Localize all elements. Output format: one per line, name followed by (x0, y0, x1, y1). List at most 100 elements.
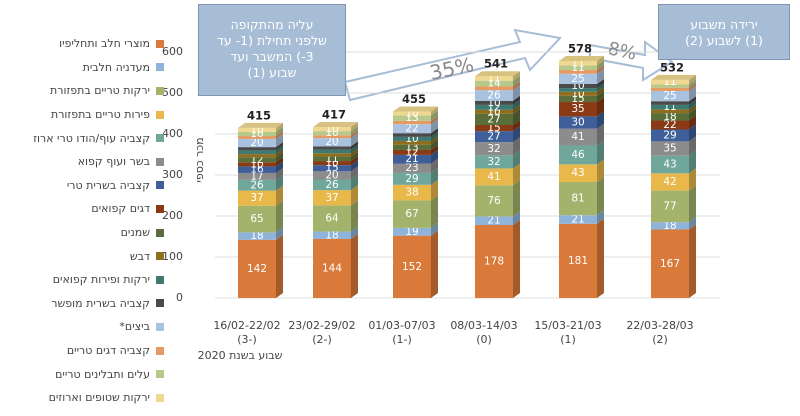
bar-segment (313, 156, 351, 162)
bar-side (276, 174, 283, 191)
legend-swatch (156, 39, 164, 48)
value-label: 20 (250, 137, 263, 149)
bar-segment (651, 79, 689, 85)
bar-segment (559, 128, 597, 146)
bar-side (689, 99, 696, 110)
bar-segment (475, 80, 513, 87)
bar-side (689, 82, 696, 91)
bar-segment (238, 154, 276, 158)
bar-segment (393, 200, 431, 228)
bar-segment (313, 127, 351, 132)
legend-item: ירקות שטופים וארוזים (0, 386, 168, 410)
bar-segment (393, 144, 431, 150)
bar-side (351, 133, 358, 147)
bar-segment (313, 190, 351, 206)
bar-side (689, 150, 696, 174)
value-label: 67 (405, 208, 418, 220)
bar-segment (238, 172, 276, 180)
legend-swatch (156, 86, 164, 95)
bar-side (431, 110, 438, 121)
bar-side (431, 115, 438, 125)
bar-side (597, 68, 604, 84)
bar-side (431, 195, 438, 228)
legend-label: מעדניה חלבית (82, 60, 150, 74)
bar-side (276, 234, 283, 298)
bar-segment (238, 136, 276, 139)
legend-item: קצביה עוף/הודו טרי ארוז (0, 126, 168, 150)
bar-side (351, 151, 358, 162)
value-label: 21 (571, 213, 584, 225)
bar-side (351, 141, 358, 150)
bar-segment (393, 111, 431, 116)
bar-top (651, 74, 696, 80)
bar-segment (393, 184, 431, 201)
bar-segment (651, 101, 689, 105)
value-label: 27 (487, 131, 500, 143)
bar-side (513, 75, 520, 87)
bar-segment (651, 155, 689, 174)
bar-segment (475, 168, 513, 186)
bar-side (513, 104, 520, 114)
y-tick-label: 600 (162, 45, 183, 58)
legend-item: ירקות ופירות קפואים (0, 268, 168, 292)
value-label: 23 (405, 162, 418, 174)
bar-segment (559, 215, 597, 224)
bar-side (689, 124, 696, 142)
value-label: 27 (487, 113, 500, 125)
bar-side (351, 226, 358, 239)
bar-segment (313, 153, 351, 157)
bar-segment (393, 136, 431, 141)
bar-segment (475, 100, 513, 105)
legend-swatch (156, 346, 164, 355)
bar-segment (651, 229, 689, 298)
bar-segment (313, 238, 351, 298)
x-tick-label: 15/03-21/03 (534, 319, 601, 332)
bar-segment (238, 157, 276, 163)
bar-segment (313, 138, 351, 147)
bar-side (689, 79, 696, 88)
bar-segment (475, 142, 513, 156)
bar-segment (313, 231, 351, 239)
legend-item: קצביה דגים טריים (0, 339, 168, 363)
legend-swatch (156, 322, 164, 331)
y-tick-label: 0 (176, 291, 183, 304)
y-tick-label: 100 (162, 250, 183, 263)
bar-side (276, 126, 283, 137)
bar-side (276, 200, 283, 233)
bar-side (513, 108, 520, 125)
legend-item: דגים קפואים (0, 197, 168, 221)
legend-label: פירות טריים בתפזורת (50, 108, 150, 122)
value-label: 15 (571, 93, 584, 105)
bar-side (689, 217, 696, 230)
x-tick-label: 01/03-07/03 (368, 319, 435, 332)
bar-side (351, 185, 358, 206)
bar-side (597, 218, 604, 298)
bar-segment (393, 115, 431, 121)
bar-segment (559, 181, 597, 216)
bar-segment (651, 141, 689, 156)
bar-segment (559, 70, 597, 74)
bar-segment (393, 154, 431, 164)
legend-swatch (156, 252, 164, 261)
legend-label: ירקות ופירות קפואים (52, 273, 150, 287)
bar-side (689, 185, 696, 223)
legend-label: שמנים (120, 226, 150, 240)
legend-label: מוצרי חלב ותחליפיו (59, 37, 150, 51)
bar-side (431, 135, 438, 145)
bar-side (431, 106, 438, 116)
bar-segment (393, 124, 431, 134)
legend-item: פירות טריים בתפזורת (0, 103, 168, 127)
bar-side (351, 166, 358, 180)
bar-side (689, 96, 696, 105)
rise-callout: עליה מהתקופה שלפני תחילת (1- עד 3-) המשבר … (198, 4, 346, 96)
bar-side (597, 111, 604, 129)
value-label: 16 (250, 164, 264, 176)
bar-segment (559, 65, 597, 71)
callout-line: עליה מהתקופה (230, 17, 314, 32)
bar-side (276, 142, 283, 151)
total-label: 455 (402, 92, 426, 106)
bar-side (431, 119, 438, 134)
bar-side (513, 99, 520, 110)
bar-side (351, 174, 358, 191)
